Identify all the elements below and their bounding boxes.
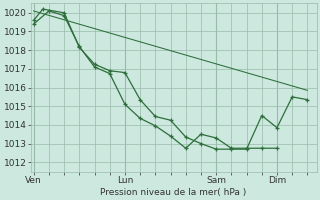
X-axis label: Pression niveau de la mer( hPa ): Pression niveau de la mer( hPa )	[100, 188, 247, 197]
